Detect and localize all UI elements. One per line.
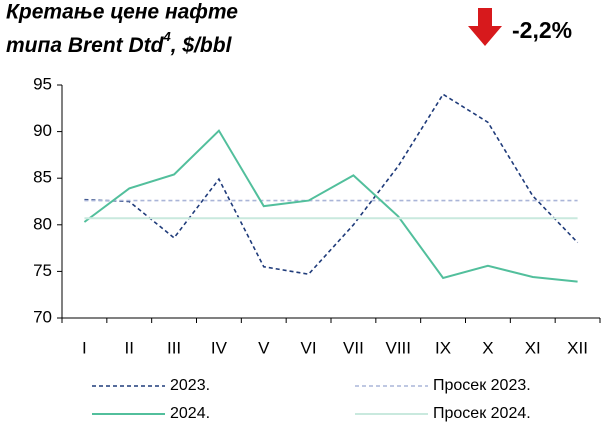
series-line — [83, 129, 578, 283]
title-footnote: 4 — [163, 29, 172, 44]
annotation: -2,2% — [512, 17, 572, 43]
x-tick-label: IX — [435, 338, 451, 357]
y-tick-label: 95 — [33, 74, 52, 93]
x-tick-label: XII — [567, 338, 588, 357]
x-tick-label: II — [125, 338, 134, 357]
title-text: типа Brent Dtd — [6, 34, 165, 57]
title-unit: , $/bbl — [170, 34, 233, 57]
x-tick-label: IV — [211, 338, 228, 357]
chart-title-line2: типа Brent Dtd4, $/bbl — [6, 29, 233, 56]
legend-label: Просек 2023. — [433, 377, 531, 394]
chart-title: Кретање цене нафте — [6, 1, 238, 24]
x-tick-label: X — [482, 338, 493, 357]
y-tick-label: 80 — [33, 214, 52, 233]
legend-label: 2023. — [170, 377, 210, 394]
x-tick-label: VIII — [385, 338, 411, 357]
down-arrow — [468, 8, 502, 46]
x-tick-label: VII — [343, 338, 364, 357]
x-tick-label: V — [258, 338, 270, 357]
x-tick-label: III — [167, 338, 181, 357]
y-tick-label: 70 — [33, 307, 52, 326]
y-tick-label: 85 — [33, 168, 52, 187]
legend-label: 2024. — [170, 405, 210, 422]
x-tick-label: I — [82, 338, 87, 357]
x-tick-label: VI — [301, 338, 317, 357]
y-tick-label: 90 — [33, 121, 52, 140]
y-tick-label: 75 — [33, 261, 52, 280]
legend-label: Просек 2024. — [433, 405, 531, 422]
series-line — [84, 93, 579, 276]
x-tick-label: XI — [525, 338, 541, 357]
